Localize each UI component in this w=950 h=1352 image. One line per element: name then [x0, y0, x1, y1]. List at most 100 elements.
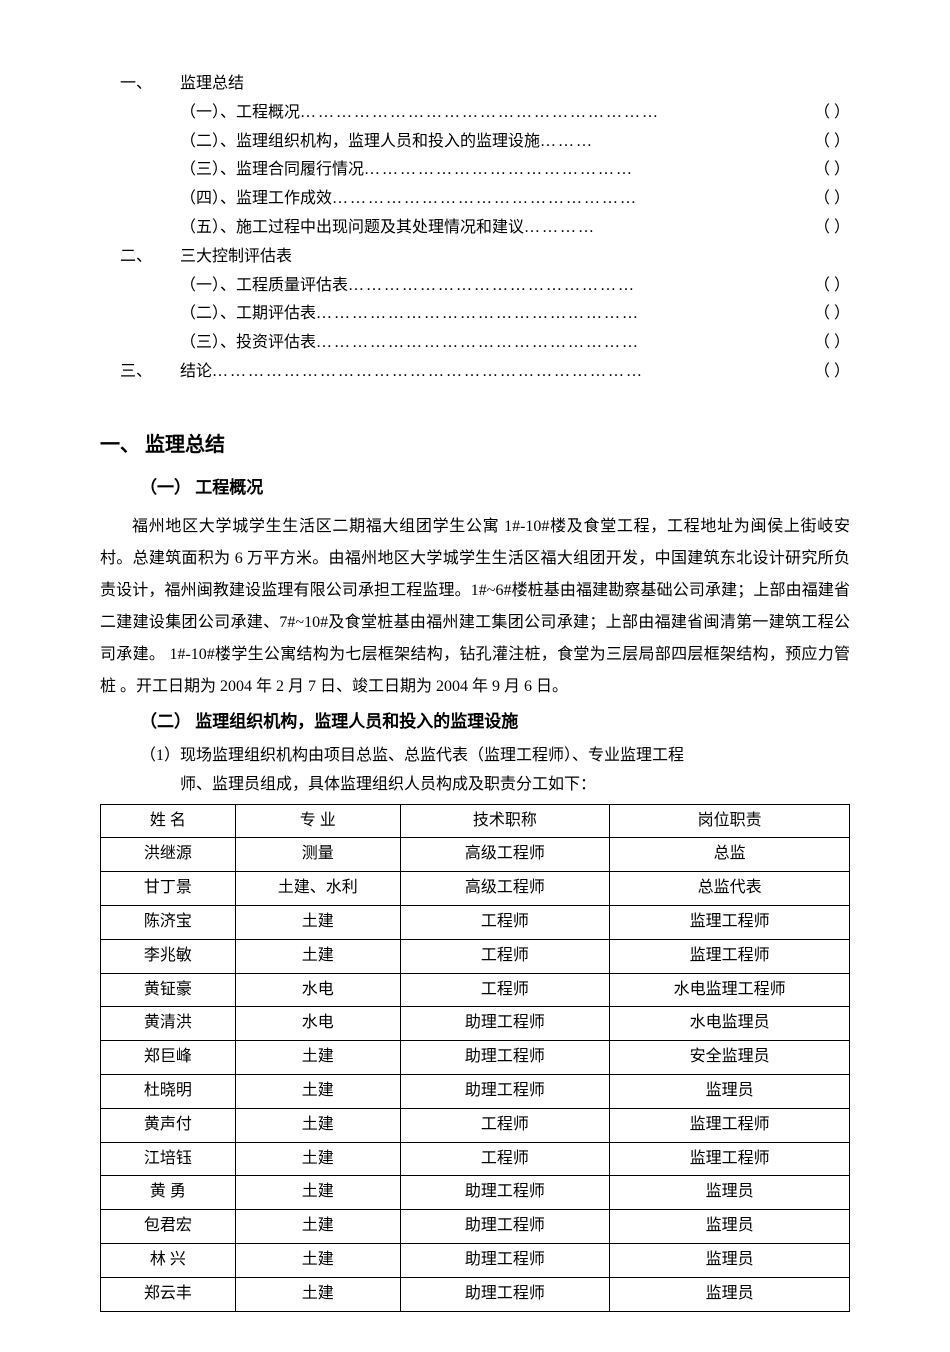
cell-name: 郑云丰	[101, 1277, 236, 1311]
table-row: 林 兴土建助理工程师监理员	[101, 1243, 850, 1277]
toc-l2-text: （一）、工程质量评估表	[180, 272, 348, 301]
cell-position: 监理员	[610, 1074, 850, 1108]
cell-major: 土建	[235, 1243, 400, 1277]
cell-major: 土建	[235, 1142, 400, 1176]
cell-name: 甘丁景	[101, 872, 236, 906]
toc-level2: （二）、工期评估表………………………………………………（ ）	[180, 300, 850, 329]
cell-major: 土建、水利	[235, 872, 400, 906]
cell-major: 土建	[235, 1041, 400, 1075]
th-name: 姓 名	[101, 804, 236, 838]
table-row: 包君宏土建助理工程师监理员	[101, 1210, 850, 1244]
cell-position: 监理员	[610, 1243, 850, 1277]
cell-title: 工程师	[400, 939, 610, 973]
toc-l2-text: （二）、监理组织机构，监理人员和投入的监理设施	[180, 128, 540, 157]
section-1: 一、 监理总结 （一） 工程概况 福州地区大学城学生生活区二期福大组团学生公寓 …	[100, 427, 850, 800]
toc-l1-number: 一、	[120, 70, 180, 99]
toc-page-ref: （ ）	[814, 300, 850, 329]
cell-major: 测量	[235, 838, 400, 872]
cell-major: 土建	[235, 1277, 400, 1311]
table-row: 黄 勇土建助理工程师监理员	[101, 1176, 850, 1210]
toc-l2-text: （四）、监理工作成效	[180, 185, 332, 214]
toc-l2-text: （三）、投资评估表	[180, 329, 316, 358]
cell-position: 监理工程师	[610, 1108, 850, 1142]
toc-level1: 一、监理总结	[120, 70, 850, 99]
table-row: 黄清洪水电助理工程师水电监理员	[101, 1007, 850, 1041]
table-header-row: 姓 名 专 业 技术职称 岗位职责	[101, 804, 850, 838]
toc-dots: ……………………………………………	[332, 185, 810, 214]
toc-section-container: 一、监理总结（一）、工程概况……………………………………………………（ ）（二）…	[100, 70, 850, 387]
toc-l2-text: （二）、工期评估表	[180, 300, 316, 329]
cell-title: 工程师	[400, 905, 610, 939]
section-1-heading: 一、 监理总结	[100, 427, 850, 463]
toc-dots: ………………………………………	[364, 156, 810, 185]
toc-page-ref: （ ）	[814, 272, 850, 301]
cell-position: 总监	[610, 838, 850, 872]
cell-major: 土建	[235, 1210, 400, 1244]
cell-position: 监理工程师	[610, 939, 850, 973]
th-position: 岗位职责	[610, 804, 850, 838]
table-row: 李兆敏土建工程师监理工程师	[101, 939, 850, 973]
table-row: 黄声付土建工程师监理工程师	[101, 1108, 850, 1142]
toc-dots: ………………………………………………………………	[212, 358, 810, 387]
cell-title: 助理工程师	[400, 1243, 610, 1277]
cell-major: 水电	[235, 973, 400, 1007]
toc-l1-number: 二、	[120, 243, 180, 272]
toc-level2: （四）、监理工作成效……………………………………………（ ）	[180, 185, 850, 214]
toc-dots: ………	[540, 128, 810, 157]
cell-name: 李兆敏	[101, 939, 236, 973]
cell-name: 杜晓明	[101, 1074, 236, 1108]
toc-level2: （三）、投资评估表………………………………………………（ ）	[180, 329, 850, 358]
cell-title: 高级工程师	[400, 838, 610, 872]
cell-position: 水电监理员	[610, 1007, 850, 1041]
toc-l2-text: （一）、工程概况	[180, 99, 300, 128]
cell-title: 助理工程师	[400, 1074, 610, 1108]
cell-major: 土建	[235, 905, 400, 939]
toc-level1: 二、三大控制评估表	[120, 243, 850, 272]
cell-major: 水电	[235, 1007, 400, 1041]
table-row: 郑巨峰土建助理工程师安全监理员	[101, 1041, 850, 1075]
toc-dots: …………………………………………	[348, 272, 810, 301]
cell-position: 监理员	[610, 1210, 850, 1244]
cell-major: 土建	[235, 939, 400, 973]
cell-title: 高级工程师	[400, 872, 610, 906]
cell-position: 监理员	[610, 1176, 850, 1210]
table-of-contents: 一、监理总结（一）、工程概况……………………………………………………（ ）（二）…	[100, 70, 850, 387]
toc-l1-title: 三大控制评估表	[180, 243, 292, 272]
cell-title: 助理工程师	[400, 1041, 610, 1075]
cell-name: 黄 勇	[101, 1176, 236, 1210]
cell-title: 工程师	[400, 1142, 610, 1176]
cell-position: 监理员	[610, 1277, 850, 1311]
toc-l1-number: 三、	[120, 358, 180, 387]
toc-page-ref: （ ）	[814, 156, 850, 185]
toc-page-ref: （ ）	[814, 358, 850, 387]
cell-title: 工程师	[400, 1108, 610, 1142]
cell-major: 土建	[235, 1176, 400, 1210]
cell-major: 土建	[235, 1074, 400, 1108]
toc-dots: ………………………………………………	[316, 300, 810, 329]
cell-title: 工程师	[400, 973, 610, 1007]
sub2-line1: （1）现场监理组织机构由项目总监、总监代表（监理工程师）、专业监理工程	[140, 742, 850, 771]
sub2-line2: 师、监理员组成，具体监理组织人员构成及职责分工如下：	[180, 771, 850, 800]
cell-position: 水电监理工程师	[610, 973, 850, 1007]
cell-name: 郑巨峰	[101, 1041, 236, 1075]
toc-level2: （二）、监理组织机构，监理人员和投入的监理设施………（ ）	[180, 128, 850, 157]
sub-heading-2: （二） 监理组织机构，监理人员和投入的监理设施	[140, 707, 850, 738]
cell-name: 黄钲豪	[101, 973, 236, 1007]
cell-title: 助理工程师	[400, 1007, 610, 1041]
cell-name: 黄声付	[101, 1108, 236, 1142]
toc-page-ref: （ ）	[814, 329, 850, 358]
toc-l2-text: （五）、施工过程中出现问题及其处理情况和建议	[180, 214, 524, 243]
toc-level2: （三）、监理合同履行情况………………………………………（ ）	[180, 156, 850, 185]
toc-page-ref: （ ）	[814, 99, 850, 128]
cell-name: 黄清洪	[101, 1007, 236, 1041]
table-row: 杜晓明土建助理工程师监理员	[101, 1074, 850, 1108]
toc-level2: （五）、施工过程中出现问题及其处理情况和建议…………（ ）	[180, 214, 850, 243]
cell-title: 助理工程师	[400, 1176, 610, 1210]
table-row: 黄钲豪水电工程师水电监理工程师	[101, 973, 850, 1007]
table-body: 洪继源测量高级工程师总监甘丁景土建、水利高级工程师总监代表陈济宝土建工程师监理工…	[101, 838, 850, 1311]
table-row: 甘丁景土建、水利高级工程师总监代表	[101, 872, 850, 906]
cell-name: 林 兴	[101, 1243, 236, 1277]
th-title: 技术职称	[400, 804, 610, 838]
toc-level1: 三、结论………………………………………………………………（ ）	[120, 358, 850, 387]
cell-title: 助理工程师	[400, 1210, 610, 1244]
